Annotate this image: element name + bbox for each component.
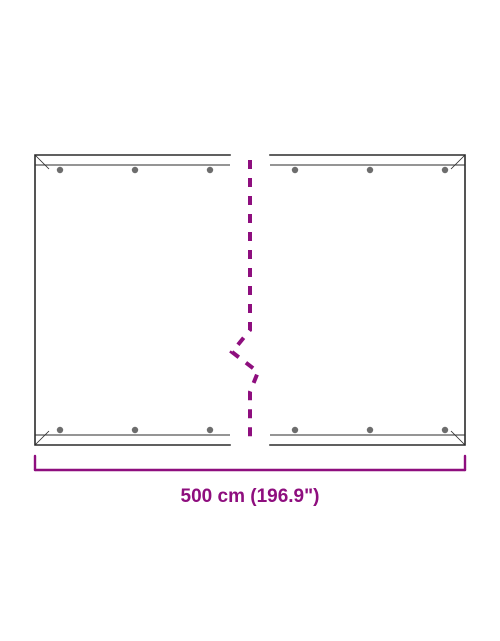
grommet [57, 167, 63, 173]
grommet [442, 427, 448, 433]
grommet [207, 427, 213, 433]
grommet [292, 427, 298, 433]
grommet [367, 167, 373, 173]
dimension-label: 500 cm (196.9") [0, 486, 500, 508]
tarp-panel-left [35, 155, 230, 445]
tarp-panel-right [270, 155, 465, 445]
dimension-line [35, 456, 465, 470]
grommet [132, 167, 138, 173]
break-line [232, 160, 258, 440]
diagram-svg [0, 0, 500, 641]
grommet [442, 167, 448, 173]
grommet [57, 427, 63, 433]
grommet [367, 427, 373, 433]
grommet [132, 427, 138, 433]
dimension-diagram: 500 cm (196.9") [0, 0, 500, 641]
grommet [292, 167, 298, 173]
grommet [207, 167, 213, 173]
